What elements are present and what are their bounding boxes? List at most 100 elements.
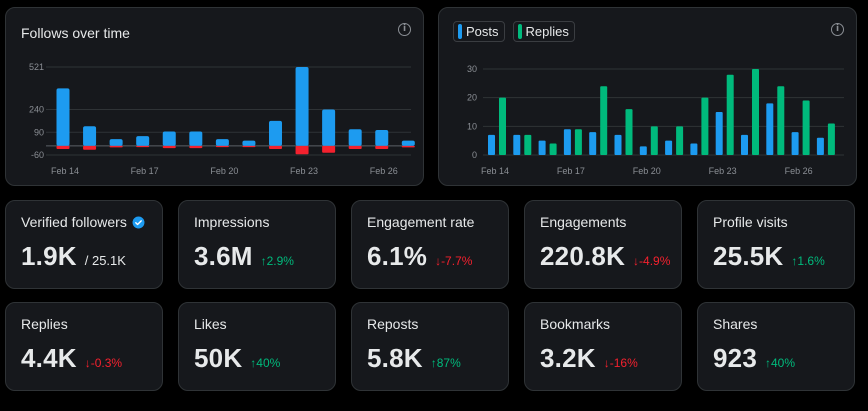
- stat-card-impressions[interactable]: Impressions 3.6M ↑2.9%: [178, 200, 336, 289]
- follows-lost-bar[interactable]: [109, 145, 123, 148]
- posts-bar[interactable]: [766, 103, 774, 155]
- follows-gained-bar[interactable]: [83, 126, 97, 146]
- replies-bar[interactable]: [752, 69, 759, 155]
- stat-card-shares[interactable]: Shares 923 ↑40%: [697, 302, 855, 391]
- legend-item-posts[interactable]: Posts: [453, 21, 505, 42]
- stat-card-engagement-rate[interactable]: Engagement rate 6.1% ↓-7.7%: [351, 200, 509, 289]
- stat-card-engagements[interactable]: Engagements 220.8K ↓-4.9%: [524, 200, 682, 289]
- follows-gained-bar[interactable]: [375, 130, 389, 146]
- posts-bar[interactable]: [639, 146, 647, 155]
- follows-gained-bar[interactable]: [322, 109, 336, 146]
- follows-gained-bar[interactable]: [189, 131, 203, 146]
- posts-replies-chart: 0 10 20 30 Feb 14 Feb 17 Feb 20 Feb 23 Feb 26: [467, 64, 844, 176]
- arrow-down-icon: ↓: [435, 254, 442, 268]
- y-tick-label: -60: [31, 150, 44, 160]
- posts-bar[interactable]: [816, 137, 824, 155]
- legend-item-replies[interactable]: Replies: [512, 21, 575, 42]
- replies-bar[interactable]: [600, 86, 608, 155]
- posts-bar[interactable]: [488, 134, 495, 155]
- replies-bar[interactable]: [676, 126, 684, 155]
- posts-bar[interactable]: [715, 112, 723, 155]
- stat-label: Verified followers: [21, 214, 145, 230]
- follows-gained-bar[interactable]: [215, 139, 229, 146]
- stat-value-row: 3.2K ↓-16%: [540, 343, 638, 374]
- posts-bar[interactable]: [690, 143, 698, 155]
- follows-gained-bar[interactable]: [348, 129, 362, 146]
- replies-bar[interactable]: [650, 126, 658, 155]
- posts-bar[interactable]: [665, 140, 673, 155]
- replies-bar[interactable]: [574, 129, 582, 155]
- follows-gained-bar[interactable]: [109, 139, 123, 146]
- stat-card-bookmarks[interactable]: Bookmarks 3.2K ↓-16%: [524, 302, 682, 391]
- follows-lost-bar[interactable]: [268, 145, 282, 149]
- follows-gained-bar[interactable]: [242, 140, 256, 146]
- posts-bar[interactable]: [791, 132, 799, 155]
- posts-bar[interactable]: [614, 134, 622, 155]
- follows-lost-bar[interactable]: [189, 145, 203, 149]
- stat-card-reposts[interactable]: Reposts 5.8K ↑87%: [351, 302, 509, 391]
- stat-card-replies[interactable]: Replies 4.4K ↓-0.3%: [5, 302, 163, 391]
- replies-bar[interactable]: [777, 86, 785, 155]
- stat-value-row: 4.4K ↓-0.3%: [21, 343, 122, 374]
- stat-delta-value: -7.7%: [441, 254, 473, 268]
- follows-lost-bar[interactable]: [348, 145, 362, 149]
- posts-bar[interactable]: [589, 132, 597, 155]
- posts-bar[interactable]: [513, 134, 521, 155]
- replies-bar[interactable]: [802, 100, 810, 155]
- y-tick-label: 0: [472, 150, 477, 160]
- x-tick-label: Feb 14: [51, 166, 79, 176]
- info-icon[interactable]: i: [831, 23, 844, 36]
- stat-number: 5.8K: [367, 343, 423, 373]
- stat-label-text: Replies: [21, 316, 68, 332]
- follows-lost-bar[interactable]: [83, 145, 97, 150]
- y-tick-label: 90: [34, 127, 44, 137]
- follows-lost-bar[interactable]: [162, 145, 176, 149]
- stat-label-text: Likes: [194, 316, 227, 332]
- follows-gained-bar[interactable]: [295, 67, 309, 146]
- replies-bar[interactable]: [827, 123, 835, 155]
- stat-label: Reposts: [367, 316, 418, 332]
- stat-card-profile-visits[interactable]: Profile visits 25.5K ↑1.6%: [697, 200, 855, 289]
- posts-bar[interactable]: [538, 140, 546, 155]
- follows-gained-bar[interactable]: [162, 131, 176, 146]
- replies-bar[interactable]: [726, 74, 734, 155]
- follows-gained-bar[interactable]: [401, 140, 415, 146]
- stat-label-text: Engagement rate: [367, 214, 475, 230]
- follows-lost-bar[interactable]: [242, 145, 256, 148]
- follows-gained-bar[interactable]: [136, 136, 150, 146]
- follows-lost-bar[interactable]: [215, 145, 229, 148]
- x-tick-label: Feb 26: [785, 166, 813, 176]
- follows-lost-bar[interactable]: [56, 145, 70, 149]
- info-icon[interactable]: i: [398, 23, 411, 36]
- stat-label: Profile visits: [713, 214, 788, 230]
- replies-bar[interactable]: [499, 97, 506, 155]
- posts-bar[interactable]: [741, 134, 748, 155]
- follows-gained-bar[interactable]: [56, 88, 70, 146]
- stat-number: 1.9K: [21, 241, 77, 271]
- replies-bar[interactable]: [549, 143, 557, 155]
- stat-card-verified-followers[interactable]: Verified followers 1.9K / 25.1K: [5, 200, 163, 289]
- verified-badge-icon: [132, 216, 145, 228]
- legend-label: Posts: [466, 24, 499, 39]
- stat-label: Likes: [194, 316, 227, 332]
- replies-bar[interactable]: [524, 134, 532, 155]
- x-tick-label: Feb 14: [481, 166, 509, 176]
- posts-bar[interactable]: [563, 129, 571, 155]
- stat-card-likes[interactable]: Likes 50K ↑40%: [178, 302, 336, 391]
- replies-bar[interactable]: [701, 97, 709, 155]
- follows-lost-bar[interactable]: [322, 145, 336, 153]
- stat-label: Impressions: [194, 214, 269, 230]
- follows-lost-bar[interactable]: [401, 145, 415, 148]
- arrow-down-icon: ↓: [603, 356, 610, 370]
- stat-value-row: 923 ↑40%: [713, 343, 795, 374]
- stat-delta-value: 40%: [770, 356, 796, 370]
- x-tick-label: Feb 17: [131, 166, 159, 176]
- stat-label-text: Impressions: [194, 214, 270, 230]
- arrow-up-icon: ↑: [764, 356, 771, 370]
- replies-bar[interactable]: [625, 109, 633, 155]
- stat-delta-value: 40%: [256, 356, 281, 370]
- follows-lost-bar[interactable]: [295, 145, 309, 155]
- follows-gained-bar[interactable]: [268, 120, 282, 146]
- follows-lost-bar[interactable]: [375, 145, 389, 149]
- follows-lost-bar[interactable]: [136, 145, 150, 148]
